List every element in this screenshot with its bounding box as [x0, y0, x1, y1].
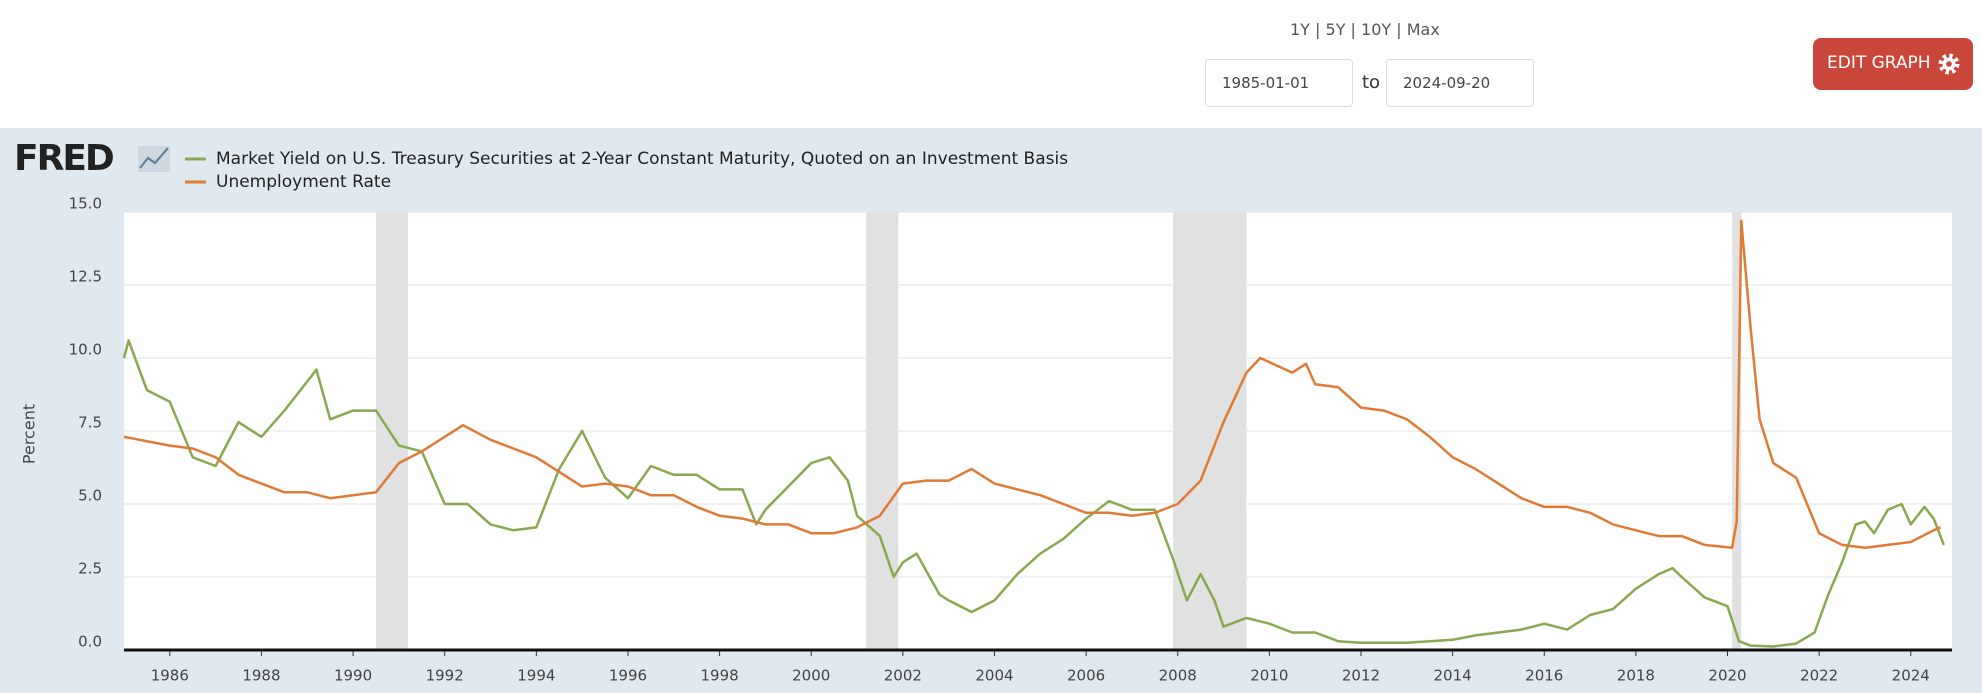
series-line	[122, 339, 1945, 648]
x-tick-label: 2012	[1342, 667, 1380, 685]
x-tick-label: 2016	[1525, 667, 1563, 685]
x-tick-label: 2010	[1250, 667, 1288, 685]
y-tick-label: 12.5	[69, 268, 102, 286]
x-tick-label: 1994	[517, 667, 555, 685]
x-tick-label: 2018	[1617, 667, 1655, 685]
legend-label: Unemployment Rate	[216, 172, 391, 192]
x-tick-label: 2022	[1800, 667, 1838, 685]
fred-logo[interactable]: FRED	[14, 138, 115, 179]
x-tick-label: 1990	[334, 667, 372, 685]
x-tick-label: 2002	[884, 667, 922, 685]
x-tick-label: 1998	[700, 667, 738, 685]
legend-label: Market Yield on U.S. Treasury Securities…	[216, 149, 1068, 169]
end-date-input[interactable]: 2024-09-20	[1386, 59, 1534, 107]
edit-graph-button[interactable]: EDIT GRAPH	[1813, 38, 1973, 90]
x-tick-label: 1986	[151, 667, 189, 685]
x-tick-label: 2006	[1067, 667, 1105, 685]
chart: FRED Percent 0.0 2.5 5.0 7.5 10.0 12.5 15.0 198…	[0, 128, 1982, 693]
logo-icon-line	[139, 147, 169, 169]
x-tick-label: 2008	[1159, 667, 1197, 685]
to-label: to	[1362, 72, 1381, 93]
start-date-input[interactable]: 1985-01-01	[1205, 59, 1353, 107]
x-tick-label: 2024	[1892, 667, 1930, 685]
button-label: EDIT GRAPH	[1827, 53, 1931, 73]
x-tick-label: 2014	[1434, 667, 1472, 685]
y-tick-label: 2.5	[78, 560, 102, 578]
x-tick-label: 1988	[242, 667, 280, 685]
x-tick-label: 1996	[609, 667, 647, 685]
x-tick-label: 2020	[1708, 667, 1746, 685]
y-tick-label: 7.5	[78, 414, 102, 432]
y-tick-label: 15.0	[69, 195, 102, 213]
series-line	[123, 219, 1941, 550]
y-tick-label: 5.0	[78, 487, 102, 505]
y-tick-label: 10.0	[69, 341, 102, 359]
y-tick-label: 0.0	[78, 633, 102, 651]
y-axis-label: Percent	[20, 404, 39, 464]
x-tick-label: 1992	[426, 667, 464, 685]
x-tick-label: 2004	[975, 667, 1013, 685]
toolbar: 1Y | 5Y | 10Y | Max 1985-01-01 to 2024-0…	[0, 0, 1982, 128]
x-tick-label: 2000	[792, 667, 830, 685]
range-links[interactable]: 1Y | 5Y | 10Y | Max	[1290, 20, 1440, 39]
gear-icon	[1938, 53, 1960, 75]
